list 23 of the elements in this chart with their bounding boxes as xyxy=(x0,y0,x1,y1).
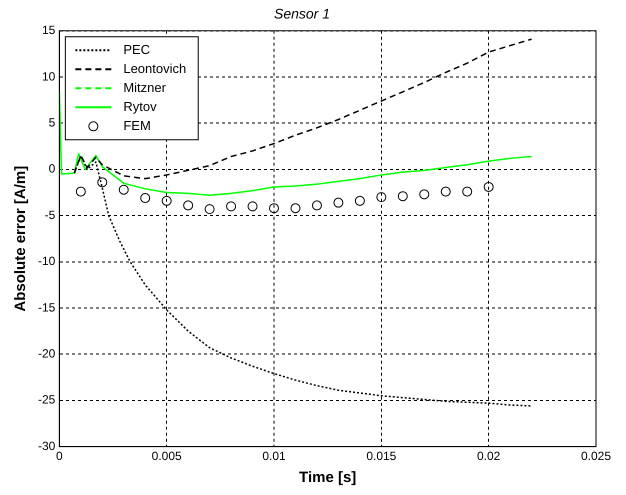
y-axis-title: Absolute error [A/m] xyxy=(12,166,30,312)
y-tick-label: -30 xyxy=(38,438,56,453)
legend-label: Rytov xyxy=(123,98,158,114)
y-tick-label: 10 xyxy=(42,69,56,84)
y-tick-label: -15 xyxy=(38,300,56,314)
legend-label: Mitzner xyxy=(123,80,167,95)
chart-title: Sensor 1 xyxy=(274,5,330,22)
y-tick-label: -10 xyxy=(38,254,56,268)
x-tick-label: 0.025 xyxy=(580,449,612,464)
y-tick-label: -25 xyxy=(38,392,56,407)
x-tick-label: 0.01 xyxy=(262,449,286,464)
legend-label: Leontovich xyxy=(123,60,186,76)
y-tick-label: -5 xyxy=(44,208,56,222)
y-tick-label: 0 xyxy=(48,162,56,176)
legend-label: PEC xyxy=(123,42,150,57)
x-tick-label: 0.015 xyxy=(366,449,397,464)
legend-label: FEM xyxy=(123,118,151,133)
x-tick-label: 0.005 xyxy=(152,449,182,464)
y-tick-label: 15 xyxy=(42,23,56,38)
x-axis-title: Time [s] xyxy=(299,469,356,486)
y-tick-label: 5 xyxy=(48,116,56,130)
y-tick-label: -20 xyxy=(38,346,56,361)
x-tick-label: 0.02 xyxy=(476,449,501,464)
